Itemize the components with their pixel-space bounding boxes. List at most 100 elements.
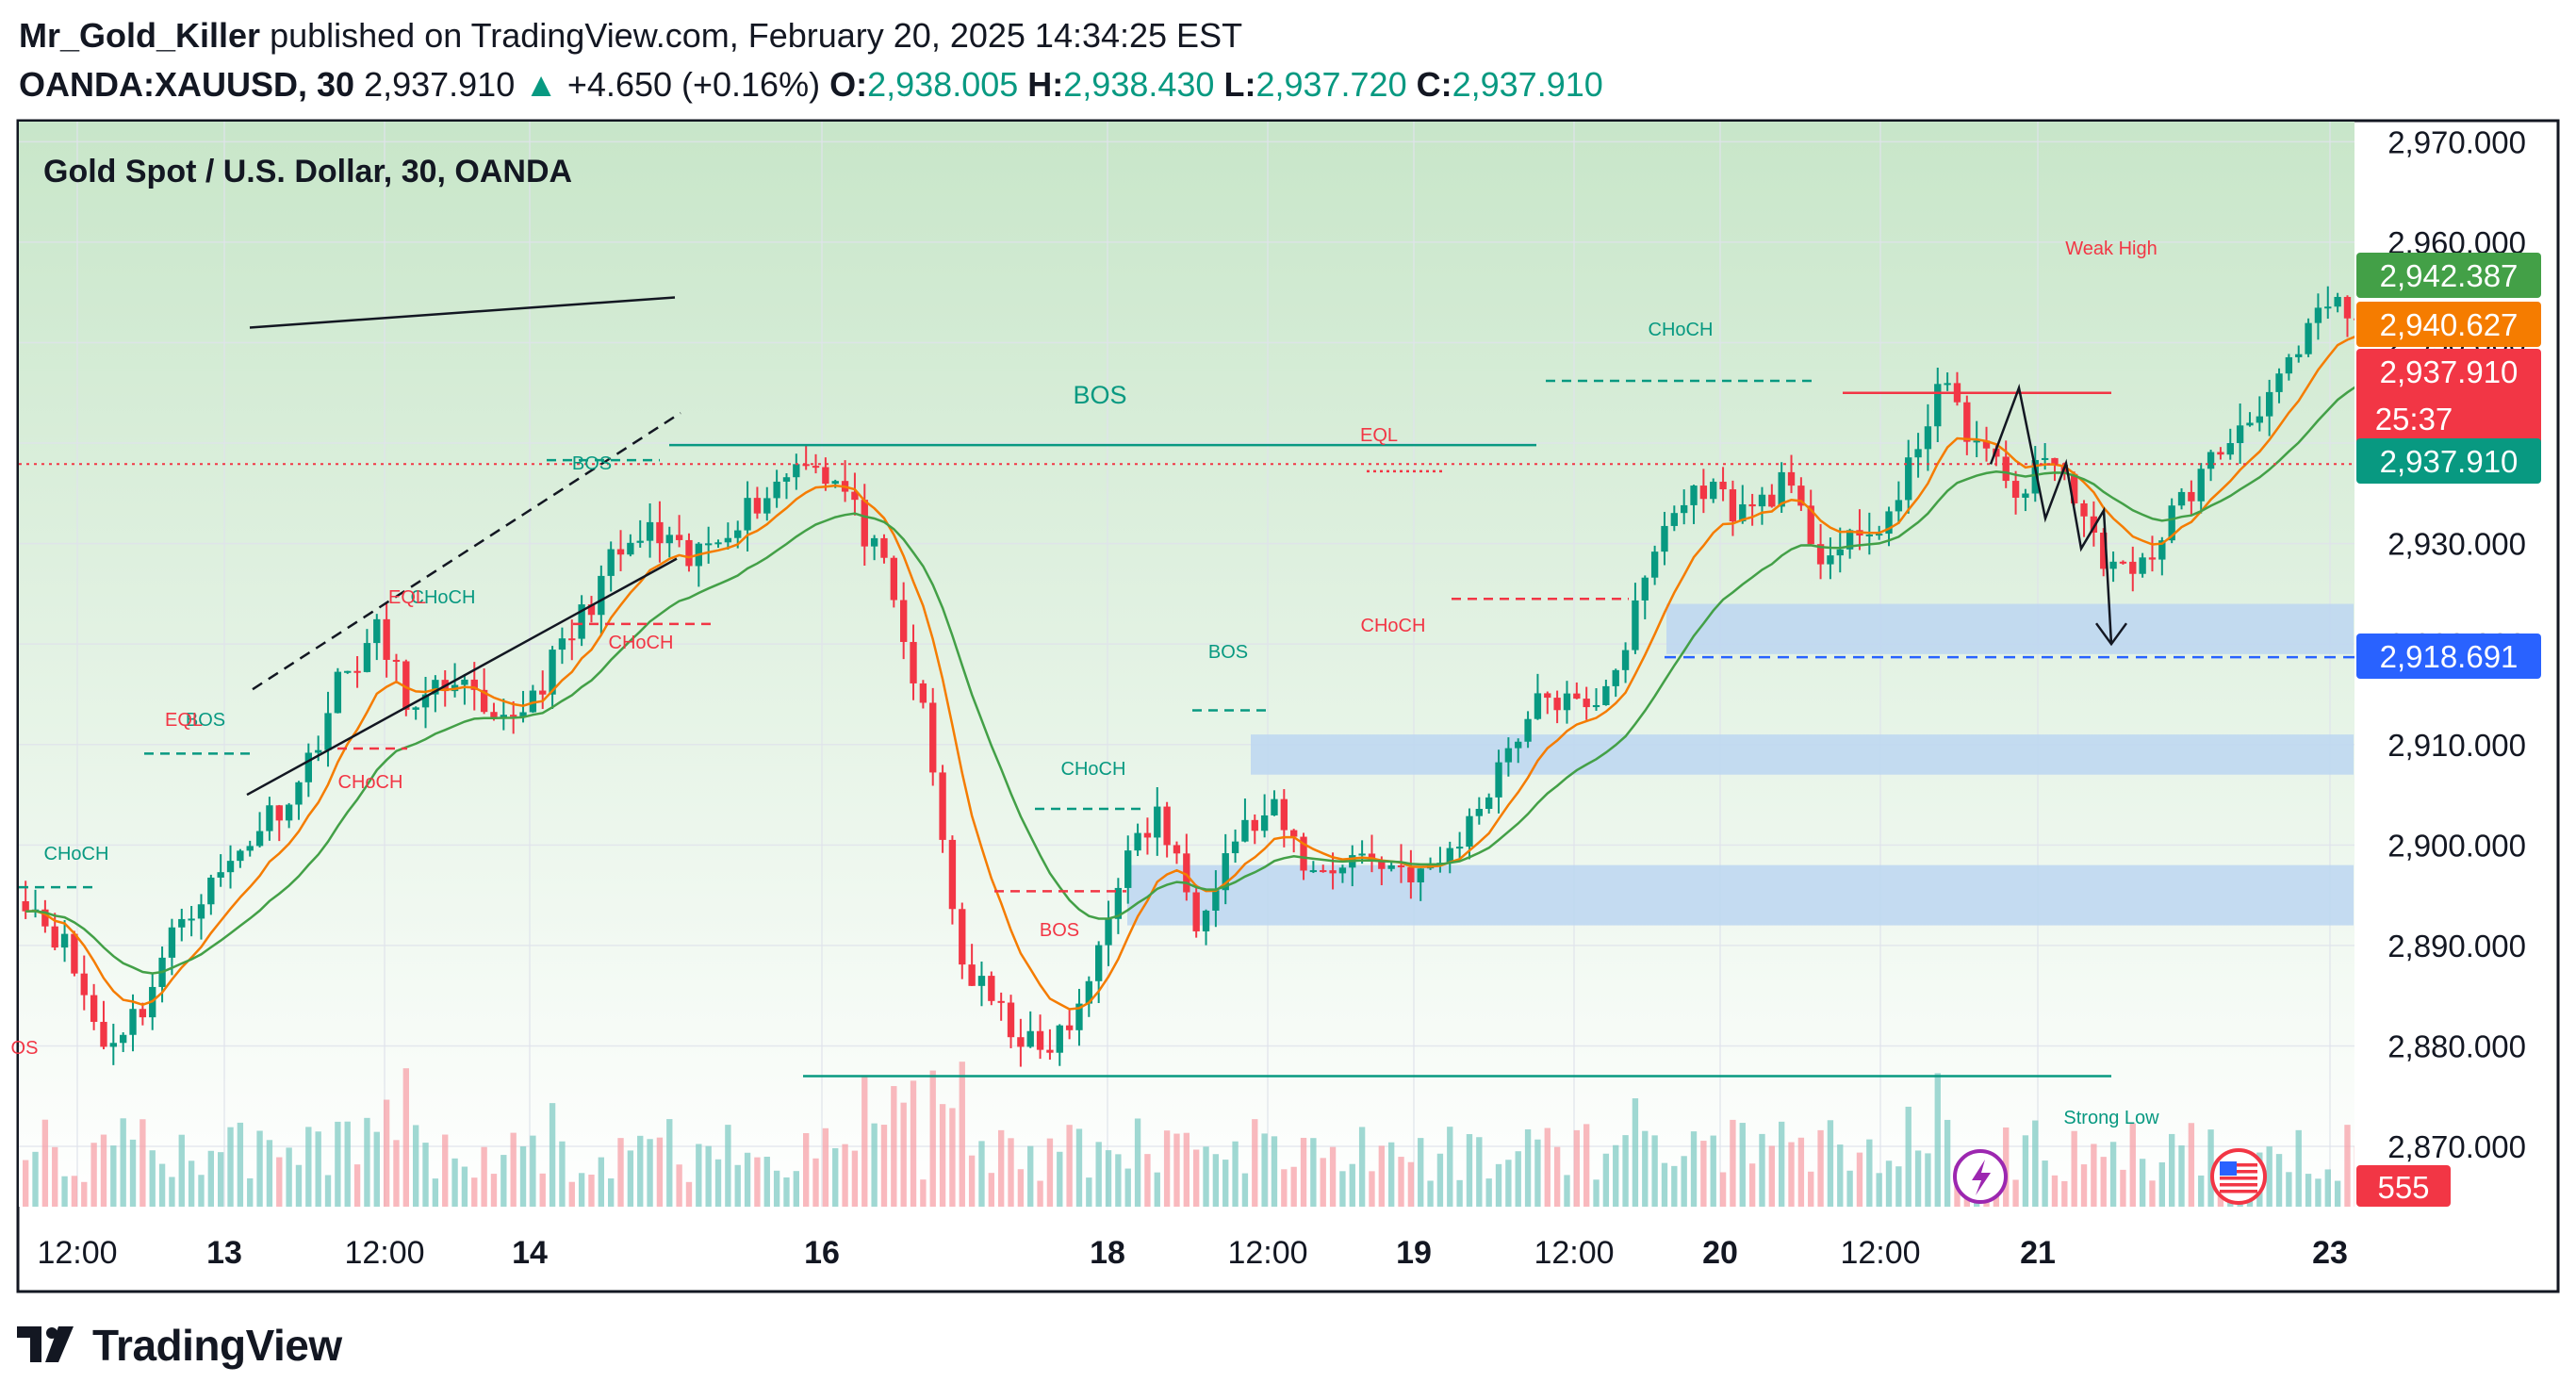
candle-body (1271, 799, 1277, 815)
candle-body (676, 535, 682, 540)
volume-bar (471, 1177, 477, 1207)
y-tick-label: 2,880.000 (2387, 1029, 2526, 1063)
volume-bar (989, 1173, 994, 1207)
volume-bar (2296, 1130, 2302, 1207)
x-tick-label: 16 (804, 1235, 840, 1271)
volume-bar (393, 1140, 399, 1207)
volume-bar (286, 1147, 291, 1207)
volume-bar (2159, 1162, 2165, 1207)
volume-bar (920, 1179, 926, 1207)
candle-body (1564, 694, 1570, 711)
candle-body (871, 538, 878, 547)
volume-bar (2335, 1181, 2340, 1207)
volume-bar (1476, 1137, 1482, 1207)
candle-body (656, 522, 663, 543)
volume-bar (42, 1120, 48, 1207)
candle-body (2539, 486, 2546, 497)
candle-body (2286, 357, 2292, 373)
volume-bar (354, 1164, 360, 1207)
volume-bar (1027, 1146, 1033, 1207)
demand-zone (1666, 604, 2354, 654)
candle-body (822, 467, 829, 484)
structure-label: CHoCH (338, 772, 403, 793)
candle-body (1719, 482, 1726, 489)
candle-body (1748, 504, 1755, 506)
volume-bar (296, 1165, 302, 1207)
candle-body (2305, 323, 2311, 354)
candle-body (1553, 698, 1560, 710)
volume-bar (1603, 1154, 1609, 1207)
candle-body (1193, 893, 1200, 931)
volume-bar (930, 1071, 936, 1207)
volume-bar (1906, 1107, 1911, 1207)
volume-bar (832, 1148, 838, 1207)
candle-body (1154, 807, 1160, 838)
volume-bar (1554, 1147, 1560, 1207)
candle-body (1914, 449, 1921, 457)
candle-body (734, 531, 741, 538)
volume-bar (1125, 1169, 1131, 1207)
volume-bar (1525, 1129, 1531, 1207)
candle-body (2315, 307, 2322, 322)
volume-bar (1203, 1146, 1208, 1207)
candle-body (2149, 557, 2156, 559)
volume-bar (374, 1132, 380, 1207)
volume-bar (1534, 1140, 1540, 1207)
candle-body (2188, 492, 2194, 502)
volume-bar (189, 1160, 194, 1207)
candle-body (1320, 870, 1326, 872)
volume-bar (1144, 1154, 1150, 1207)
y-tick-label: 2,900.000 (2387, 828, 2526, 863)
volume-bar (657, 1138, 663, 1207)
volume-bar (81, 1182, 87, 1207)
candle-body (783, 477, 790, 482)
x-tick-label: 12:00 (1227, 1235, 1307, 1271)
volume-label-text: 555 (2377, 1170, 2429, 1205)
volume-bar (1935, 1073, 1941, 1207)
candle-body (2129, 562, 2136, 574)
candle-body (286, 805, 292, 821)
structure-label: CHoCH (44, 844, 109, 864)
volume-bar (803, 1133, 809, 1207)
candle-body (705, 543, 712, 545)
volume-bar (2276, 1154, 2282, 1207)
candle-body (413, 707, 419, 710)
candle-body (744, 498, 750, 530)
volume-bar (1486, 1178, 1492, 1207)
volume-bar (1622, 1135, 1628, 1207)
structure-label: CHoCH (609, 633, 674, 653)
volume-bar (1583, 1124, 1589, 1207)
volume-bar (1496, 1164, 1501, 1207)
candle-body (1544, 693, 1551, 698)
candle-body (900, 601, 907, 642)
candle-body (1963, 403, 1970, 442)
candle-body (1261, 815, 1268, 831)
candle-body (939, 772, 945, 840)
volume-bar (1915, 1150, 1921, 1207)
candle-body (647, 522, 653, 541)
candle-body (627, 543, 633, 554)
candle-body (929, 702, 936, 772)
volume-bar (1066, 1125, 1072, 1207)
candle-body (1895, 500, 1902, 511)
candle-body (2120, 562, 2126, 564)
candle-body (1163, 807, 1170, 846)
volume-bar (1857, 1153, 1862, 1207)
y-tick-label: 2,930.000 (2387, 527, 2526, 562)
volume-bar (940, 1104, 945, 1207)
price-label-text: 2,940.627 (2380, 307, 2519, 342)
candle-body (218, 872, 224, 878)
volume-bar (32, 1152, 38, 1207)
volume-bar (978, 1141, 984, 1207)
volume-bar (2072, 1131, 2077, 1207)
candle-body (139, 1009, 146, 1017)
candle-body (568, 638, 575, 640)
volume-bar (696, 1144, 701, 1207)
candle-body (100, 1022, 107, 1046)
volume-bar (1642, 1131, 1648, 1207)
candle-body (2344, 297, 2351, 319)
x-tick-label: 18 (1090, 1235, 1125, 1271)
